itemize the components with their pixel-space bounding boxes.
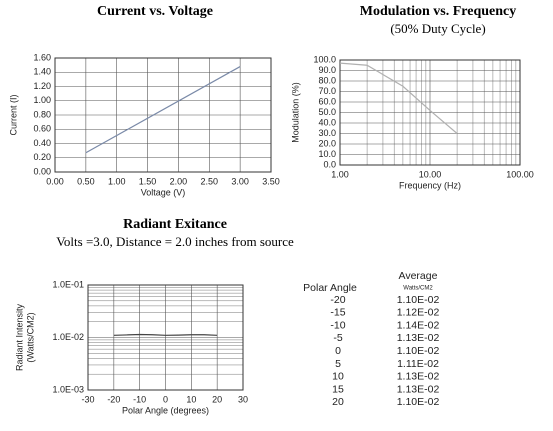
x-tick-label: 0.00 [46,176,64,186]
y-tick-label: 70.0 [318,86,336,96]
table-header: Average [399,270,438,282]
table-header: Polar Angle [303,282,357,294]
plot-frame [87,284,244,391]
y-tick-label: 1.60 [33,52,51,62]
chart-title: Modulation vs. Frequency [360,4,516,19]
table-cell: 1.13E-02 [397,332,440,344]
chart-subtitle: (50% Duty Cycle) [390,21,485,36]
table-cell: 1.10E-02 [397,396,440,408]
y-tick-label: 0.80 [33,109,51,119]
x-tick-label: 1.00 [331,169,349,179]
table-cell: -20 [330,294,345,306]
x-tick-label: 20 [212,394,222,404]
x-tick-label: 2.00 [170,176,188,186]
x-tick-label: 3.00 [231,176,249,186]
x-tick-label: -10 [133,394,146,404]
y-tick-label: 1.20 [33,81,51,91]
y-tick-label: 0.60 [33,124,51,134]
x-tick-label: 0.50 [77,176,95,186]
y-tick-label: 1.00 [33,95,51,105]
table-cell: 1.14E-02 [397,319,440,331]
y-tick-label: 0.0 [323,159,336,169]
chart-title: Current vs. Voltage [97,4,213,19]
y-tick-label: 40.0 [318,117,336,127]
chart-title: Radiant Exitance [123,217,227,232]
x-tick-label: 0 [163,394,168,404]
y-tick-label: 1.40 [33,67,51,77]
y-tick-label: 0.20 [33,152,51,162]
table-cell: 1.12E-02 [397,307,440,319]
plot-frame [339,59,521,166]
table-cell: 5 [335,358,341,370]
y-tick-label: 30.0 [318,128,336,138]
y-tick-label: 100.0 [313,54,336,64]
table-cell: -10 [330,319,345,331]
y-axis-label: Current (I) [8,94,18,135]
x-tick-label: 1.50 [139,176,157,186]
y-axis-label: Radiant Intensity [14,303,24,371]
plot-frame [54,57,272,173]
y-tick-label: 1.0E-01 [52,279,84,289]
x-tick-label: 100.00 [506,169,534,179]
chart-subtitle: Volts =3.0, Distance = 2.0 inches from s… [56,234,294,249]
data-line [85,66,241,154]
y-axis-label: (Watts/CM2) [25,312,35,362]
y-tick-label: 80.0 [318,75,336,85]
table-cell: 20 [332,396,344,408]
x-axis-label: Voltage (V) [141,187,186,197]
x-tick-label: 10 [186,394,196,404]
table-cell: 1.10E-02 [397,345,440,357]
x-tick-label: 3.50 [262,176,280,186]
y-axis-label: Modulation (%) [290,82,300,143]
table-cell: 10 [332,371,344,383]
table-header: Watts/CM2 [403,286,433,292]
x-tick-label: -20 [107,394,120,404]
table-cell: 1.11E-02 [397,358,439,370]
x-tick-label: 30 [238,394,248,404]
y-tick-label: 20.0 [318,138,336,148]
table-cell: -15 [330,307,345,319]
data-line [339,62,458,134]
table-cell: 1.13E-02 [397,371,440,383]
y-tick-label: 1.0E-03 [52,384,84,394]
table-cell: 15 [332,383,344,395]
y-tick-label: 50.0 [318,107,336,117]
y-tick-label: 10.0 [318,149,336,159]
table-cell: 1.10E-02 [397,294,440,306]
x-tick-label: 10.00 [419,169,442,179]
y-tick-label: 90.0 [318,65,336,75]
x-tick-label: 1.00 [108,176,126,186]
x-axis-label: Polar Angle (degrees) [122,405,209,415]
data-line [113,333,218,336]
y-tick-label: 0.00 [33,166,51,176]
x-tick-label: 2.50 [201,176,219,186]
y-tick-label: 0.40 [33,138,51,148]
y-tick-label: 60.0 [318,96,336,106]
table-cell: -5 [333,332,342,344]
x-axis-label: Frequency (Hz) [399,180,461,190]
x-tick-label: -30 [81,394,94,404]
y-tick-label: 1.0E-02 [52,332,84,342]
table-cell: 0 [335,345,341,357]
table-cell: 1.13E-02 [397,383,440,395]
